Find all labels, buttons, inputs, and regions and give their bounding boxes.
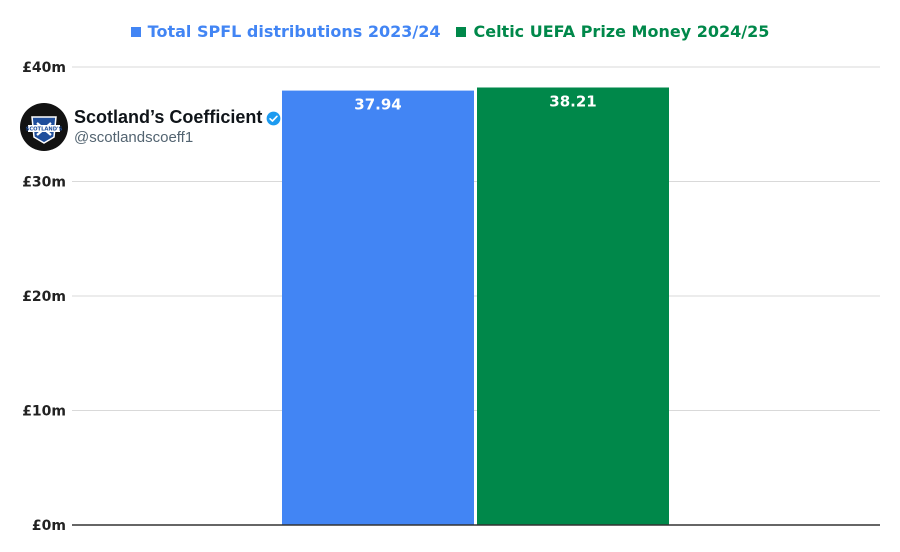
legend-swatch-spfl: [130, 26, 141, 37]
logo-text: SCOTLAND'S: [26, 127, 63, 133]
avatar: SCOTLAND'S: [20, 103, 68, 151]
account-handle: @scotlandscoeff1: [74, 128, 194, 146]
verified-badge-icon: [266, 111, 281, 125]
scotlands-coefficient-logo: SCOTLAND'S: [23, 106, 65, 148]
data-label: 38.21: [549, 92, 596, 110]
y-tick-label: £30m: [22, 175, 66, 191]
y-tick-label: £10m: [22, 404, 66, 420]
y-tick-label: £20m: [22, 289, 66, 305]
account-badge: SCOTLAND'S Scotland’s Coefficient @scotl…: [20, 103, 281, 151]
account-name: Scotland’s Coefficient: [74, 107, 263, 128]
legend-swatch-celtic: [456, 26, 467, 37]
bar: [282, 90, 474, 525]
data-label: 37.94: [354, 96, 401, 114]
legend-item-celtic: Celtic UEFA Prize Money 2024/25: [456, 22, 769, 41]
legend-item-spfl: Total SPFL distributions 2023/24: [130, 22, 441, 41]
legend-label-celtic: Celtic UEFA Prize Money 2024/25: [473, 22, 770, 41]
y-tick-label: £0m: [32, 518, 66, 534]
bar: [477, 87, 669, 526]
legend-label-spfl: Total SPFL distributions 2023/24: [147, 22, 441, 41]
y-tick-label: £40m: [22, 60, 66, 76]
chart-legend: Total SPFL distributions 2023/24 Celtic …: [0, 22, 900, 41]
